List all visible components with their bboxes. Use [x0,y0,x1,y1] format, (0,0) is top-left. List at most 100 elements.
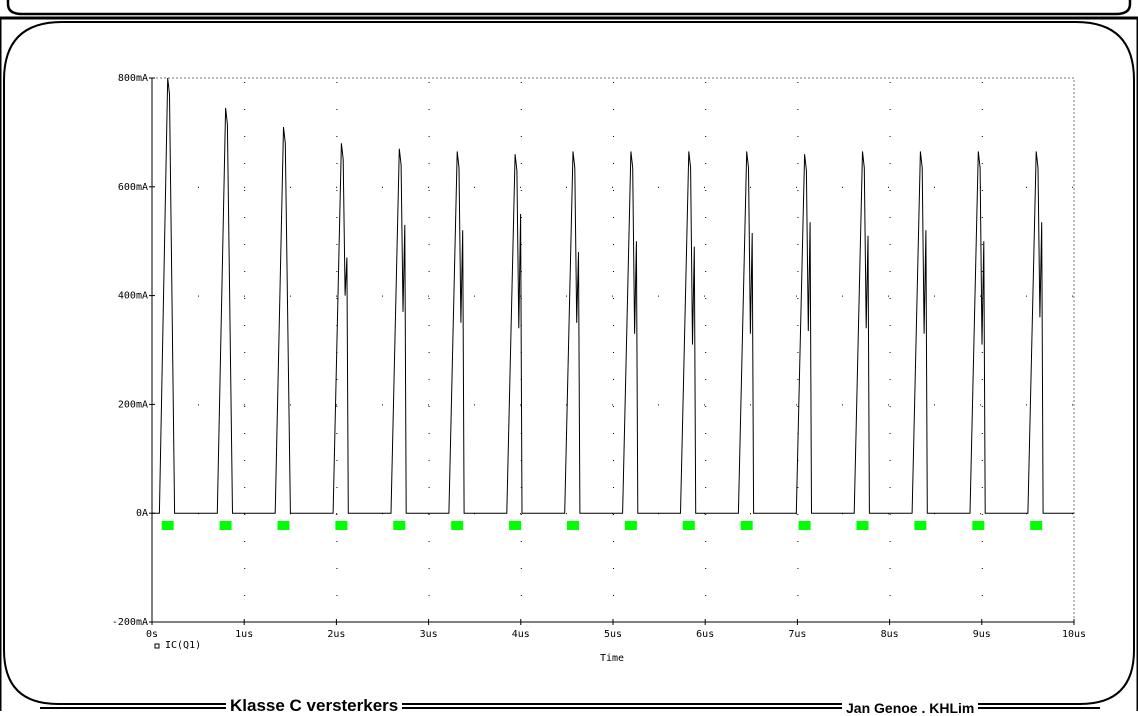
grid-dot [244,406,246,407]
x-tick-label: 1us [235,629,253,640]
x-axis: 0s 1us 2us 3us 4us 5us 6us 7us 8us 9us 10us [146,619,1086,640]
grid-dot [428,271,430,272]
grid-dot [336,82,338,83]
grid-dot [889,595,891,596]
grid-dot [336,541,338,542]
grid-dot [750,295,751,297]
grid-dot [705,514,707,515]
pulse-marker [624,521,637,530]
grid-dot [613,298,614,299]
grid-dot [566,404,567,406]
outer-frame-border [0,16,1138,711]
grid-dot [981,514,983,515]
grid-dot [520,109,522,110]
grid-dot [796,295,797,297]
grid-dot [474,404,475,406]
pulse-marker [277,521,290,530]
grid-dot [336,379,338,380]
x-tick-label: 2us [327,629,345,640]
grid-dot [244,595,246,596]
grid-dot [705,190,707,191]
pulse-marker [972,521,985,530]
grid-dot [889,271,891,272]
grid-dot [980,295,981,297]
grid-dot [1072,295,1073,297]
grid-dot [705,136,707,137]
grid-dot [520,514,522,515]
grid-dot [658,186,659,188]
grid-dot [428,568,430,569]
grid-dot [244,352,246,353]
grid-dot [705,460,707,461]
grid-dot [428,325,430,326]
grid-dot [244,404,245,406]
grid-dot [520,82,522,83]
green-markers [161,521,1043,530]
y-tick-label: -200mA [112,617,148,628]
grid-dot [842,295,843,297]
grid-dot [336,433,338,434]
grid-dot [613,379,614,380]
grid-dot [705,82,707,83]
grid-dot [428,298,430,299]
grid-dot [336,406,338,407]
grid-dot [889,190,891,191]
grid-dot [428,163,430,164]
grid-dot [889,352,891,353]
x-tick-label: 3us [420,629,438,640]
grid-dot [613,352,614,353]
grid-dot [889,433,891,434]
grid-dot [797,514,799,515]
grid-dot [520,404,521,406]
grid-dot [981,244,983,245]
grid-dot [981,271,983,272]
grid-dot [1072,186,1073,188]
grid-dot [842,186,843,188]
grid-dot [705,487,707,488]
grid-dot [750,186,751,188]
grid-dot [981,379,983,380]
grid-dot [428,433,430,434]
grid-dot [428,109,430,110]
grid-dot [520,595,522,596]
grid-dot [705,244,707,245]
grid-dot [428,190,430,191]
grid-dot [428,541,430,542]
grid-dot [336,190,338,191]
top-frame-line [6,0,1132,16]
x-tick-label: 7us [788,629,806,640]
grid-dot [336,513,337,515]
grid-dot [612,186,613,188]
grid-dot [889,298,891,299]
series-line-ic-q1 [152,77,1074,514]
grid-dot [981,217,983,218]
grid-dot [704,295,705,297]
grid-dot [428,379,430,380]
grid-dot [1026,295,1027,297]
grid-dot [797,541,799,542]
grid-dot [797,244,799,245]
x-axis-label: Time [600,653,624,664]
grid-dot [796,186,797,188]
grid-dot [336,271,338,272]
grid-dot [336,217,338,218]
grid-dot [244,82,246,83]
legend-symbol [154,643,160,649]
grid-dot [888,404,889,406]
grid-dot [566,513,567,515]
legend-label: IC(Q1) [165,640,201,651]
footer-right-label: Jan Genoe . KHLim [842,700,979,716]
grid-dot [336,460,338,461]
grid-dot [520,487,522,488]
grid-dot [797,595,799,596]
grid-dot [244,244,246,245]
grid-dot [705,433,707,434]
grid-dot [428,217,430,218]
grid-dot [244,325,246,326]
grid-dot [658,404,659,406]
pulse-marker [740,521,753,530]
grid-dot [658,295,659,297]
grid-dot [981,190,983,191]
grid-dot [428,136,430,137]
grid-dot [336,595,338,596]
